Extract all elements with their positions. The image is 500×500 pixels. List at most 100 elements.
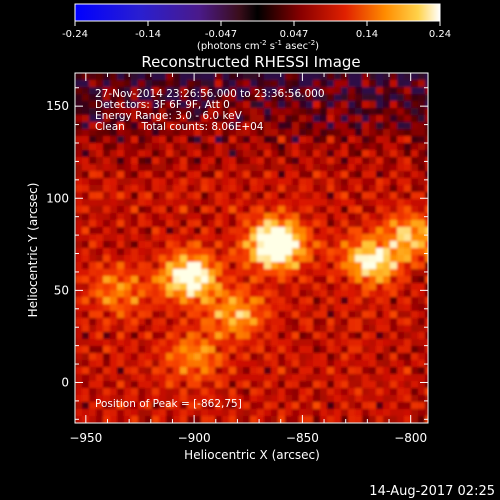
heatmap-cell xyxy=(222,325,230,333)
heatmap-cell xyxy=(271,269,279,277)
heatmap-cell xyxy=(124,80,132,88)
heatmap-cell xyxy=(194,227,202,235)
heatmap-cell xyxy=(369,262,377,270)
heatmap-cell xyxy=(348,108,356,116)
heatmap-cell xyxy=(194,325,202,333)
heatmap-cell xyxy=(215,101,223,109)
heatmap-cell xyxy=(348,80,356,88)
heatmap-cell xyxy=(215,164,223,172)
heatmap-cell xyxy=(117,115,125,123)
heatmap-cell xyxy=(222,108,230,116)
heatmap-cell xyxy=(103,171,111,179)
heatmap-cell xyxy=(229,178,237,186)
heatmap-cell xyxy=(306,108,314,116)
heatmap-cell xyxy=(348,227,356,235)
heatmap-cell xyxy=(187,374,195,382)
heatmap-cell xyxy=(159,87,167,95)
heatmap-cell xyxy=(103,164,111,172)
heatmap-cell xyxy=(180,409,188,417)
heatmap-cell xyxy=(390,185,398,193)
heatmap-cell xyxy=(208,416,216,423)
heatmap-cell xyxy=(173,241,181,249)
heatmap-cell xyxy=(89,255,97,263)
heatmap-cell xyxy=(376,262,384,270)
heatmap-cell xyxy=(82,374,90,382)
heatmap-cell xyxy=(327,129,335,137)
heatmap-cell xyxy=(173,416,181,423)
heatmap-cell xyxy=(75,157,83,165)
heatmap-cell xyxy=(362,255,370,263)
heatmap-cell xyxy=(341,227,349,235)
heatmap-cell xyxy=(103,276,111,284)
heatmap-cell xyxy=(285,248,293,256)
heatmap-cell xyxy=(418,381,426,389)
heatmap-cell xyxy=(103,297,111,305)
heatmap-cell xyxy=(208,115,216,123)
heatmap-cell xyxy=(194,213,202,221)
heatmap-cell xyxy=(152,269,160,277)
heatmap-cell xyxy=(194,206,202,214)
heatmap-cell xyxy=(411,164,419,172)
heatmap-cell xyxy=(243,416,251,423)
colorbar: -0.24 -0.14 -0.047 0.047 0.14 0.24 (photons c… xyxy=(62,3,451,52)
heatmap-cell xyxy=(383,213,391,221)
heatmap-cell xyxy=(390,192,398,200)
heatmap-cell xyxy=(411,101,419,109)
heatmap-cell xyxy=(425,262,428,270)
heatmap-cell xyxy=(215,157,223,165)
heatmap-cell xyxy=(236,129,244,137)
heatmap-cell xyxy=(96,381,104,389)
heatmap-cell xyxy=(117,192,125,200)
heatmap-cell xyxy=(362,388,370,396)
heatmap-cell xyxy=(369,318,377,326)
heatmap-cell xyxy=(187,213,195,221)
heatmap-cell xyxy=(229,416,237,423)
x-tick-label: −800 xyxy=(394,431,427,445)
heatmap-cell xyxy=(404,353,412,361)
heatmap-cell xyxy=(201,248,209,256)
heatmap-cell xyxy=(103,409,111,417)
heatmap-cell xyxy=(243,353,251,361)
heatmap-cell xyxy=(75,234,83,242)
heatmap-cell xyxy=(341,325,349,333)
colorbar-ramp xyxy=(74,3,441,22)
heatmap-cell xyxy=(131,325,139,333)
heatmap-cell xyxy=(152,178,160,186)
heatmap-cell xyxy=(145,297,153,305)
heatmap-cell xyxy=(201,220,209,228)
heatmap-cell xyxy=(138,115,146,123)
heatmap-cell xyxy=(201,185,209,193)
heatmap-cell xyxy=(257,409,265,417)
info-energy-range: Energy Range: 3.0 - 6.0 keV xyxy=(95,110,243,122)
heatmap-cell xyxy=(327,395,335,403)
heatmap-cell xyxy=(285,206,293,214)
heatmap-cell xyxy=(75,318,83,326)
heatmap-cell xyxy=(320,353,328,361)
heatmap-cell xyxy=(159,171,167,179)
heatmap-cell xyxy=(341,276,349,284)
heatmap-cell xyxy=(369,381,377,389)
heatmap-cell xyxy=(306,374,314,382)
heatmap-cell xyxy=(145,206,153,214)
heatmap-cell xyxy=(411,402,419,410)
heatmap-cell xyxy=(110,185,118,193)
heatmap-cell xyxy=(166,416,174,423)
heatmap-cell xyxy=(425,178,428,186)
heatmap-cell xyxy=(208,374,216,382)
heatmap-cell xyxy=(327,248,335,256)
heatmap-cell xyxy=(320,311,328,319)
heatmap-cell xyxy=(320,255,328,263)
heatmap-cell xyxy=(397,290,405,298)
heatmap-cell xyxy=(166,241,174,249)
heatmap-cell xyxy=(327,136,335,144)
heatmap-cell xyxy=(355,136,363,144)
heatmap-cell xyxy=(271,297,279,305)
heatmap-cell xyxy=(306,178,314,186)
heatmap-cell xyxy=(159,388,167,396)
heatmap-cell xyxy=(411,395,419,403)
heatmap-cell xyxy=(215,381,223,389)
heatmap-cell xyxy=(264,101,272,109)
heatmap-cell xyxy=(173,213,181,221)
heatmap-cell xyxy=(236,409,244,417)
